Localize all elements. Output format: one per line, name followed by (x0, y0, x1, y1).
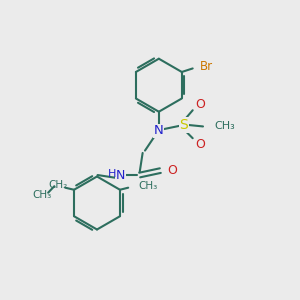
Text: S: S (179, 118, 188, 132)
Text: CH₂: CH₂ (48, 180, 68, 190)
Text: Br: Br (200, 60, 213, 73)
Text: CH₃: CH₃ (138, 181, 158, 191)
Text: N: N (154, 124, 164, 137)
Text: CH₃: CH₃ (32, 190, 51, 200)
Text: CH₃: CH₃ (214, 122, 235, 131)
Text: O: O (196, 138, 206, 151)
Text: N: N (116, 169, 125, 182)
Text: O: O (167, 164, 177, 177)
Text: O: O (196, 98, 206, 111)
Text: H: H (108, 169, 116, 179)
